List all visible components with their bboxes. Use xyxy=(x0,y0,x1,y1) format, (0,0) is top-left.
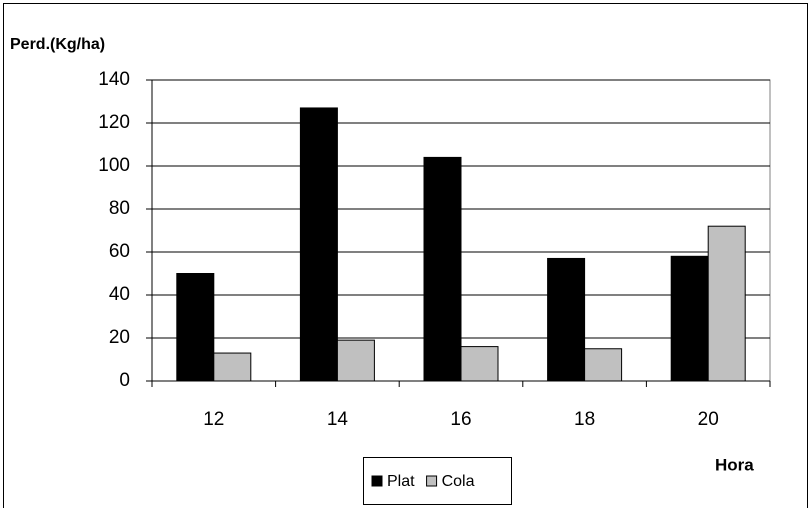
x-tick-label: 14 xyxy=(327,409,349,430)
bar xyxy=(423,156,462,382)
bar xyxy=(670,255,709,382)
y-tick-label: 80 xyxy=(109,198,130,219)
bar xyxy=(584,348,623,382)
bar xyxy=(707,225,746,382)
y-tick-label: 140 xyxy=(98,69,130,90)
y-tick-label: 40 xyxy=(109,284,130,305)
y-tick-label: 120 xyxy=(98,112,130,133)
y-tick-label: 60 xyxy=(109,241,130,262)
x-axis-label: Hora xyxy=(715,455,754,474)
bar xyxy=(213,352,252,382)
y-tick-label: 20 xyxy=(109,327,130,348)
legend-box xyxy=(363,457,512,505)
legend-swatch xyxy=(371,475,383,487)
y-axis-label: Perd.(Kg/ha) xyxy=(10,36,105,53)
bar xyxy=(176,273,215,382)
x-tick-label: 16 xyxy=(450,409,471,430)
legend-swatch xyxy=(426,475,438,487)
bar xyxy=(460,346,499,382)
x-tick-label: 20 xyxy=(698,409,719,430)
legend-label: Cola xyxy=(442,473,475,490)
bar xyxy=(547,257,586,382)
x-tick-label: 18 xyxy=(574,409,595,430)
bar xyxy=(336,339,375,382)
bar xyxy=(299,107,338,382)
legend-label: Plat xyxy=(387,473,415,490)
x-tick-label: 12 xyxy=(203,409,224,430)
y-tick-label: 0 xyxy=(119,370,130,391)
y-tick-label: 100 xyxy=(98,155,130,176)
